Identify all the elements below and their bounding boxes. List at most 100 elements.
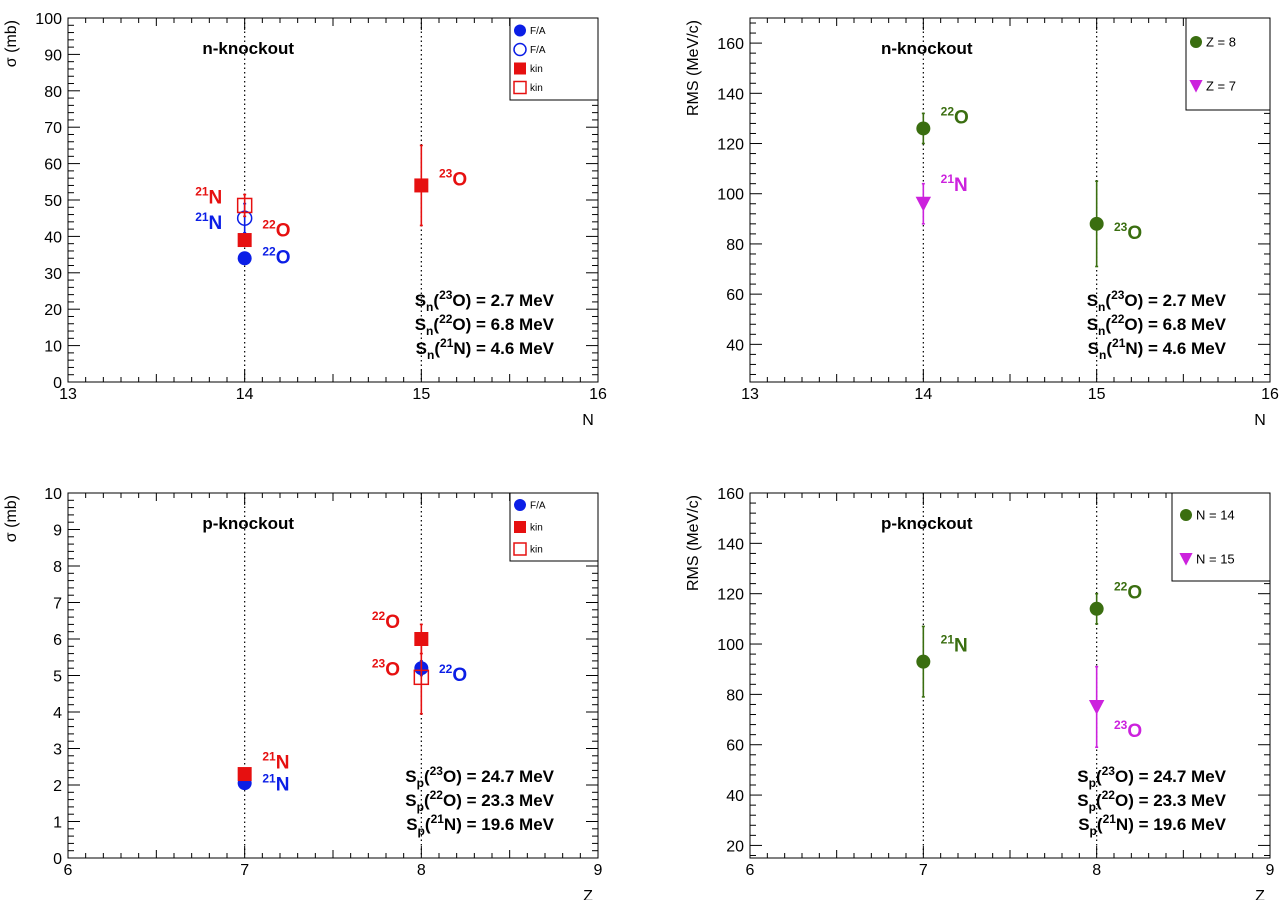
energy-mass: 21 <box>1103 812 1117 826</box>
energy-subscript: n <box>1098 324 1105 338</box>
isotope-symbol: N <box>209 188 223 209</box>
legend-marker <box>513 80 527 95</box>
isotope-symbol: N <box>276 774 290 795</box>
data-point <box>1089 601 1104 616</box>
data-point <box>414 178 429 193</box>
isotope-label: 22O <box>941 104 969 128</box>
y-tick-label: 60 <box>726 738 744 755</box>
isotope-label: 23O <box>1114 718 1142 742</box>
isotope-label: 21N <box>195 210 222 234</box>
chart-panel-top-right: 13 14 15 16 40 60 80 100 120 140 160 N RMS (MeV/c) n-… <box>685 17 1279 429</box>
energy-value: O) = 2.7 MeV <box>1124 291 1226 310</box>
y-tick-label: 7 <box>53 596 62 613</box>
energy-paren: ( <box>424 791 430 810</box>
x-tick-label: 14 <box>914 386 932 403</box>
chart-panel-bottom-right: 6 7 8 9 20 40 60 80 100 120 140 160 Z RMS (MeV/c) p-kn… <box>685 486 1275 900</box>
y-tick-label: 50 <box>44 193 62 210</box>
energy-subscript: p <box>1090 824 1097 838</box>
energy-paren: ( <box>433 315 439 334</box>
y-tick-label: 120 <box>717 587 744 604</box>
separation-energy: Sp(21N) = 19.6 MeV <box>406 812 554 838</box>
panel-title: n-knockout <box>881 39 973 58</box>
x-tick-label: 6 <box>64 862 73 879</box>
separation-energy: Sn(21N) = 4.6 MeV <box>416 336 555 362</box>
data-point <box>413 669 430 686</box>
isotope-mass: 22 <box>262 245 276 259</box>
data-point <box>1089 216 1104 231</box>
y-tick-label: 9 <box>53 523 62 540</box>
legend-marker <box>514 521 526 533</box>
isotope-label: 22O <box>1114 580 1142 604</box>
isotope-symbol: N <box>276 753 290 774</box>
x-tick-label: 8 <box>1092 862 1101 879</box>
isotope-symbol: O <box>276 220 291 241</box>
isotope-symbol: O <box>452 169 467 190</box>
isotope-symbol: N <box>209 213 223 234</box>
y-tick-label: 80 <box>44 84 62 101</box>
x-axis-label: N <box>1254 412 1266 429</box>
energy-mass: 23 <box>430 764 444 778</box>
energy-S: S <box>1088 339 1099 358</box>
y-tick-label: 160 <box>717 36 744 53</box>
energy-paren: ( <box>1096 767 1102 786</box>
legend-marker <box>1180 509 1192 521</box>
isotope-mass: 22 <box>941 104 955 118</box>
legend-label: kin <box>530 64 543 75</box>
isotope-label: 21N <box>262 750 289 774</box>
legend-box <box>1185 17 1271 111</box>
y-tick-label: 80 <box>726 237 744 254</box>
legend-marker <box>514 499 526 511</box>
y-tick-label: 30 <box>44 266 62 283</box>
isotope-label: 22O <box>439 662 467 686</box>
y-tick-label: 10 <box>44 486 62 503</box>
separation-energy: Sp(23O) = 24.7 MeV <box>405 764 554 790</box>
energy-S: S <box>1078 815 1089 834</box>
chart-panel-top-left: 13 14 15 16 0 10 20 30 40 50 60 70 80 90 100 Nσ (mb) n-k… <box>3 11 607 429</box>
y-axis-label: RMS (MeV/c) <box>685 20 702 116</box>
energy-S: S <box>1077 767 1088 786</box>
legend-label: Z = 7 <box>1206 79 1236 94</box>
isotope-mass: 21 <box>941 172 955 186</box>
energy-paren: ( <box>1105 291 1111 310</box>
data-point <box>915 196 932 212</box>
y-tick-label: 0 <box>53 375 62 392</box>
x-tick-label: 13 <box>741 386 759 403</box>
legend-marker <box>514 24 526 37</box>
isotope-mass: 23 <box>372 657 386 671</box>
x-tick-label: 16 <box>1261 386 1279 403</box>
y-axis-label: σ (mb) <box>3 495 20 542</box>
x-tick-label: 9 <box>594 862 603 879</box>
x-tick-label: 15 <box>412 386 430 403</box>
y-tick-label: 5 <box>53 669 62 686</box>
data-point <box>237 233 252 248</box>
y-tick-label: 120 <box>717 137 744 154</box>
isotope-mass: 22 <box>1114 580 1128 594</box>
y-tick-label: 8 <box>53 559 62 576</box>
data-point <box>236 197 253 214</box>
isotope-label: 23O <box>372 657 400 681</box>
data-point <box>916 654 931 669</box>
isotope-label: 21N <box>941 172 968 196</box>
energy-paren: ( <box>433 291 439 310</box>
legend-label: F/A <box>530 501 546 512</box>
y-tick-label: 40 <box>726 337 744 354</box>
energy-subscript: p <box>417 800 424 814</box>
y-tick-label: 80 <box>726 687 744 704</box>
legend-marker <box>514 62 526 75</box>
energy-S: S <box>406 815 417 834</box>
energy-paren: ( <box>424 767 430 786</box>
legend-label: kin <box>530 545 543 556</box>
energy-S: S <box>405 767 416 786</box>
energy-paren: ( <box>425 815 431 834</box>
energy-subscript: p <box>1089 800 1096 814</box>
energy-mass: 21 <box>1112 336 1126 350</box>
isotope-mass: 21 <box>195 185 209 199</box>
isotope-label: 22O <box>372 609 400 633</box>
y-tick-label: 3 <box>53 742 62 759</box>
y-tick-label: 40 <box>726 788 744 805</box>
energy-subscript: p <box>1089 776 1096 790</box>
energy-paren: ( <box>1105 315 1111 334</box>
data-point <box>414 632 429 646</box>
isotope-mass: 23 <box>1114 220 1128 234</box>
